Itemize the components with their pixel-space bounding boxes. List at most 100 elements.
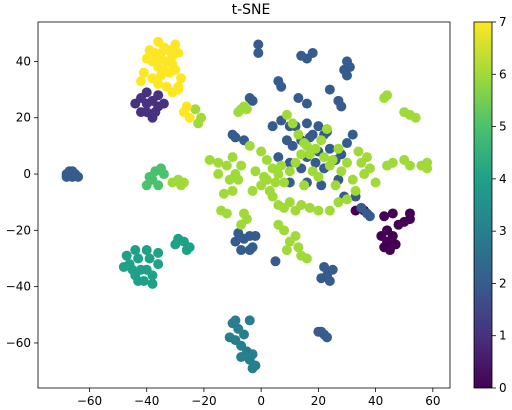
point-6-21 <box>236 160 247 171</box>
series-3 <box>224 315 261 374</box>
y-tick-label: 40 <box>16 54 31 68</box>
point-2-11 <box>307 47 318 58</box>
point-3-10 <box>224 332 235 343</box>
point-6-38 <box>313 205 324 216</box>
point-3-8 <box>250 360 261 371</box>
point-6-97 <box>250 166 261 177</box>
point-2-7 <box>253 39 264 50</box>
point-6-77 <box>310 143 321 154</box>
point-6-42 <box>350 185 361 196</box>
point-7-20 <box>141 53 152 64</box>
point-2-25 <box>301 118 312 129</box>
point-6-26 <box>221 208 232 219</box>
point-0-2 <box>387 208 398 219</box>
point-6-86 <box>281 245 292 256</box>
point-2-8 <box>253 47 264 58</box>
point-0-13 <box>390 239 401 250</box>
point-2-61 <box>364 211 375 222</box>
point-6-57 <box>330 180 341 191</box>
point-6-93 <box>362 152 373 163</box>
point-6-18 <box>221 160 232 171</box>
point-2-70 <box>270 256 281 267</box>
point-2-6 <box>61 171 72 182</box>
point-6-80 <box>327 154 338 165</box>
point-6-13 <box>167 177 178 188</box>
point-1-5 <box>136 107 146 118</box>
point-6-89 <box>296 250 307 261</box>
point-7-28 <box>184 112 195 123</box>
point-2-5 <box>73 171 84 182</box>
point-6-71 <box>422 157 433 168</box>
y-tick-label: −60 <box>6 336 31 350</box>
point-6-94 <box>299 180 310 191</box>
point-6-16 <box>204 154 215 165</box>
colorbar-tick-label: 0 <box>499 381 507 395</box>
point-6-11 <box>410 112 421 123</box>
point-6-99 <box>276 160 287 171</box>
point-2-14 <box>342 70 352 81</box>
point-2-75 <box>327 264 338 275</box>
point-6-60 <box>353 146 364 157</box>
point-6-40 <box>333 197 344 208</box>
point-5-6 <box>150 166 161 177</box>
point-1-10 <box>141 87 152 98</box>
point-6-87 <box>293 242 304 253</box>
points-layer <box>61 36 433 374</box>
point-7-15 <box>176 73 187 84</box>
point-6-50 <box>290 157 301 168</box>
y-tick-label: 0 <box>23 167 31 181</box>
point-7-30 <box>173 84 184 95</box>
point-6-45 <box>261 154 272 165</box>
point-4-8 <box>144 253 155 264</box>
y-tick-label: −20 <box>6 223 31 237</box>
point-2-73 <box>324 276 335 287</box>
point-2-67 <box>250 230 261 241</box>
point-0-9 <box>404 214 415 225</box>
point-3-9 <box>244 315 255 326</box>
colorbar-tick-label: 1 <box>499 329 507 343</box>
point-6-37 <box>304 202 315 213</box>
point-7-21 <box>138 67 149 78</box>
point-7-19 <box>156 70 167 81</box>
y-tick-label: 20 <box>16 111 31 125</box>
point-6-74 <box>293 129 304 140</box>
point-4-3 <box>147 270 158 281</box>
point-6-79 <box>321 123 332 134</box>
colorbar-tick-label: 6 <box>499 67 507 81</box>
point-2-65 <box>236 245 247 256</box>
point-6-101 <box>224 174 235 185</box>
point-2-74 <box>316 273 327 284</box>
point-2-27 <box>267 121 278 132</box>
point-2-68 <box>247 242 258 253</box>
x-tick-label: 0 <box>257 394 265 408</box>
point-7-24 <box>153 78 164 89</box>
x-tick-label: 60 <box>425 394 440 408</box>
point-4-18 <box>184 242 195 253</box>
point-0-11 <box>387 230 398 241</box>
point-6-43 <box>244 140 255 151</box>
point-4-20 <box>153 247 164 258</box>
point-6-63 <box>364 163 375 174</box>
point-6-54 <box>313 171 324 182</box>
point-6-22 <box>233 174 244 185</box>
point-6-64 <box>370 177 381 188</box>
point-2-24 <box>336 101 347 112</box>
point-2-19 <box>247 95 258 106</box>
point-4-19 <box>170 239 181 250</box>
point-6-49 <box>284 166 295 177</box>
plot-frame <box>37 21 451 389</box>
point-6-41 <box>342 194 352 205</box>
point-4-21 <box>130 245 141 256</box>
point-4-1 <box>133 253 144 264</box>
point-6-96 <box>270 177 281 188</box>
point-3-13 <box>247 349 258 360</box>
point-6-0 <box>190 104 201 115</box>
point-0-1 <box>379 211 390 222</box>
colorbar-tick-label: 2 <box>499 276 507 290</box>
point-2-35 <box>230 132 241 143</box>
point-6-8 <box>382 90 393 101</box>
point-4-12 <box>147 278 158 289</box>
point-6-83 <box>279 225 290 236</box>
point-3-12 <box>230 315 241 326</box>
